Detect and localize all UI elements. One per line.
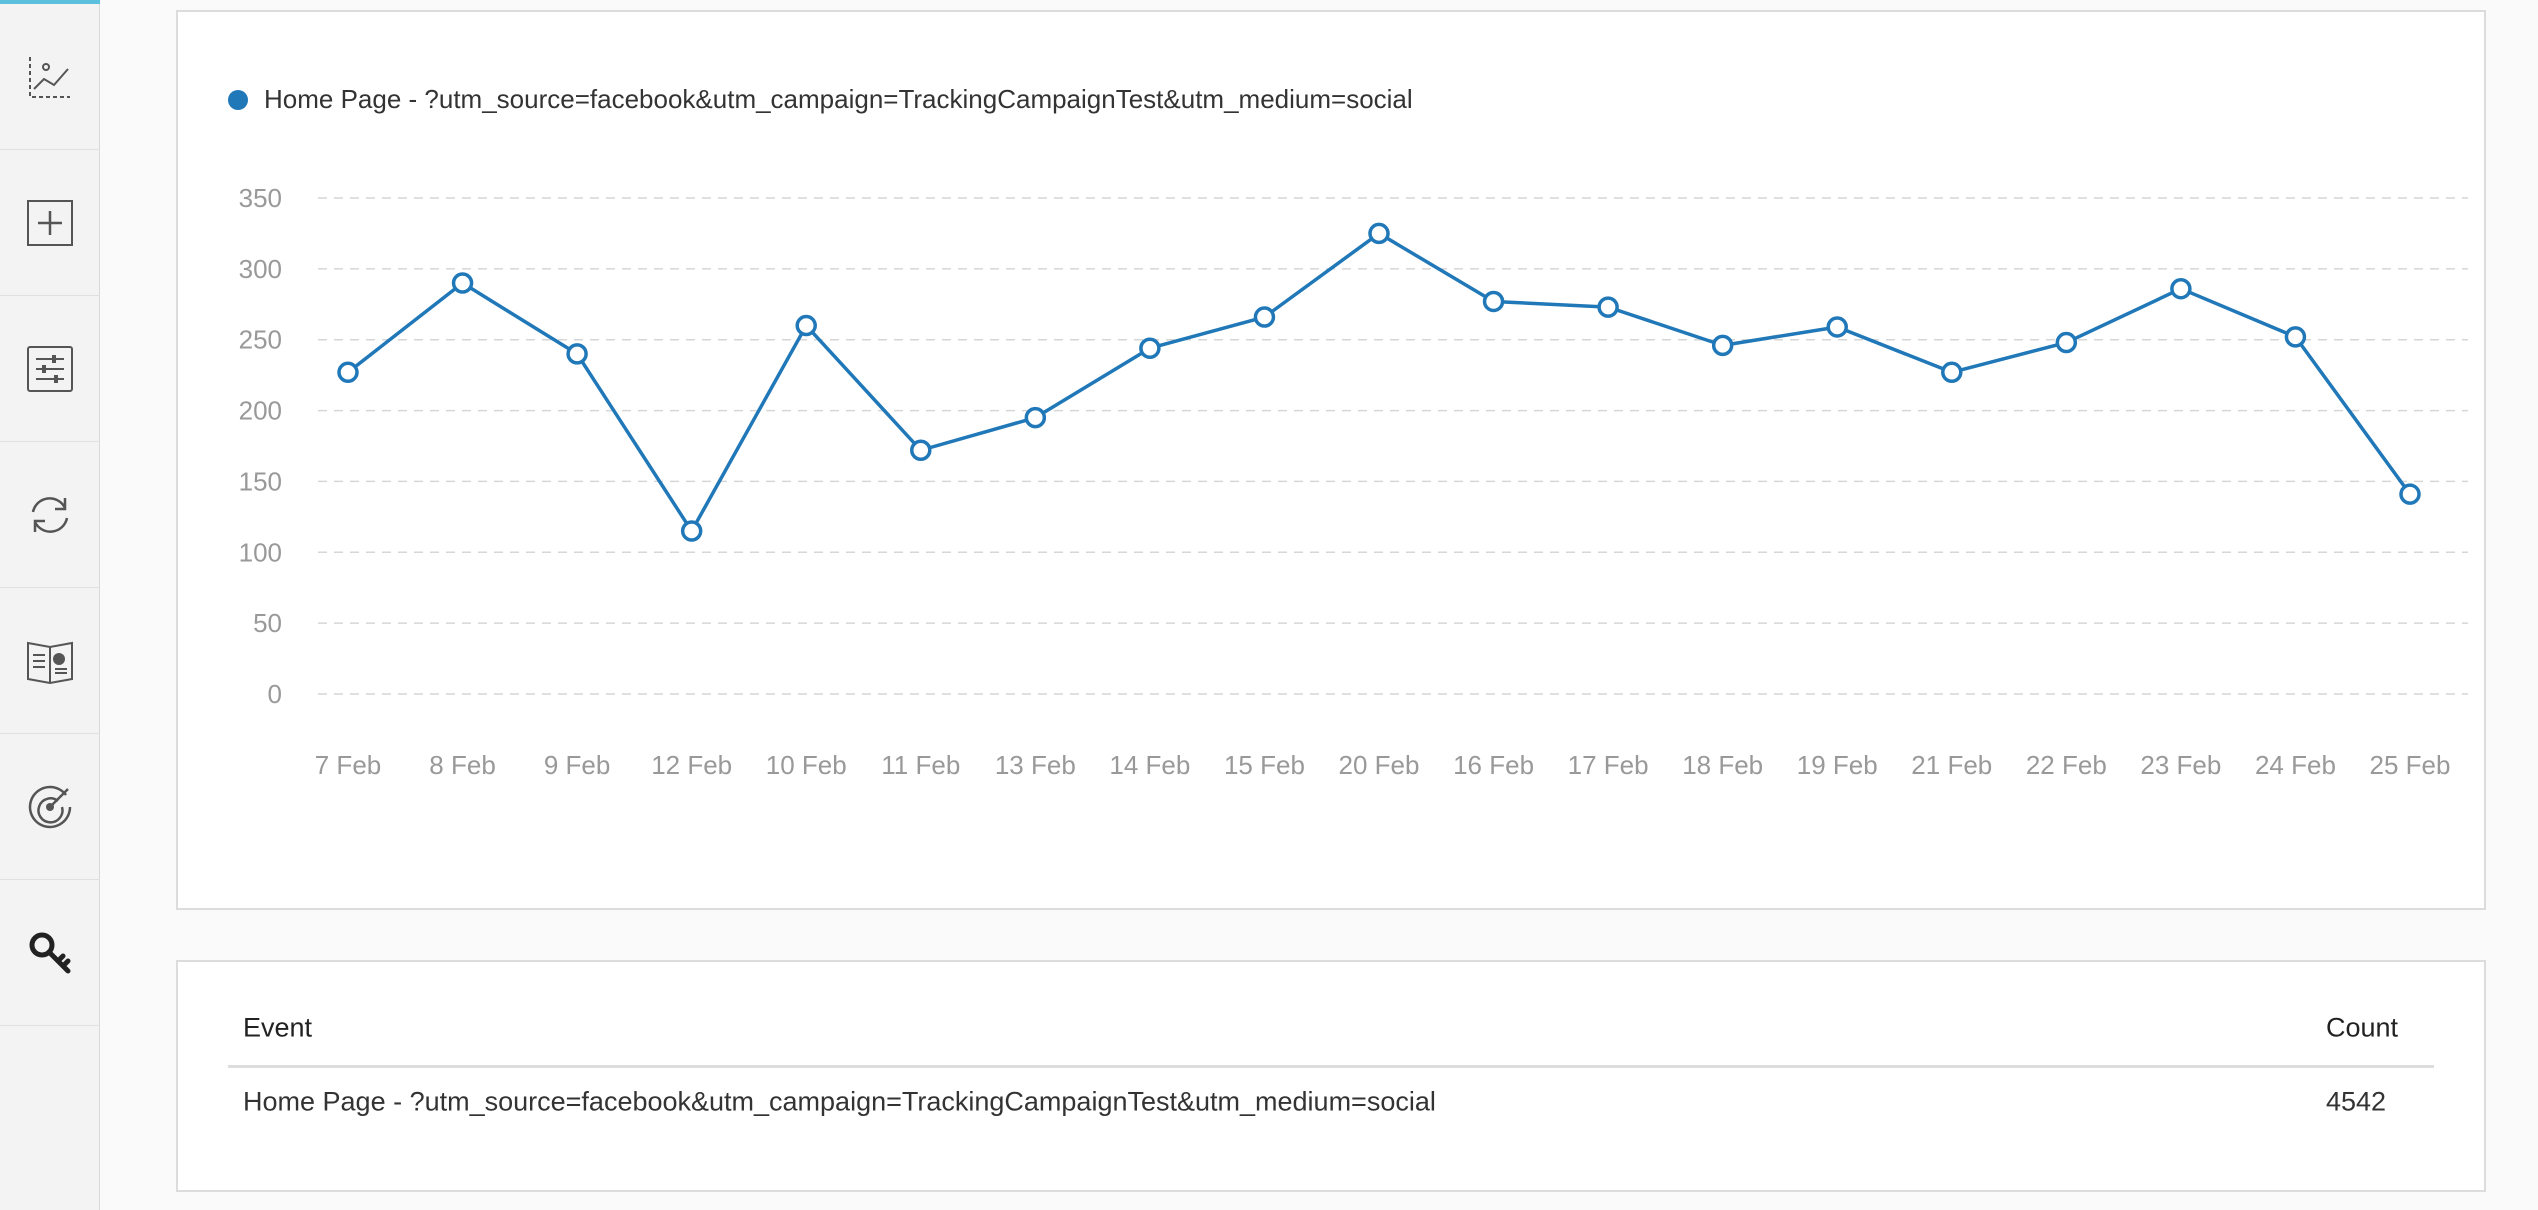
- sidebar-empty-slot: [0, 1026, 100, 1172]
- x-tick-label: 14 Feb: [1109, 750, 1190, 780]
- sliders-icon: [27, 345, 73, 392]
- legend-marker: [228, 89, 248, 110]
- sidebar-item-settings[interactable]: [0, 296, 100, 442]
- y-tick-label: 150: [239, 466, 282, 496]
- table-row[interactable]: Home Page - ?utm_source=facebook&utm_cam…: [228, 1074, 2434, 1140]
- data-point[interactable]: [1139, 337, 1161, 359]
- sidebar: [0, 0, 100, 1210]
- x-tick-label: 10 Feb: [766, 750, 847, 780]
- data-point[interactable]: [1368, 222, 1390, 245]
- chart-legend-item[interactable]: Home Page - ?utm_source=facebook&utm_cam…: [228, 84, 1413, 115]
- key-icon: [29, 932, 71, 973]
- x-tick-label: 23 Feb: [2140, 750, 2221, 780]
- sidebar-active-accent: [0, 0, 100, 4]
- y-tick-label: 250: [239, 325, 282, 355]
- data-point[interactable]: [1253, 306, 1276, 328]
- x-tick-label: 15 Feb: [1224, 750, 1305, 780]
- y-tick-label: 350: [239, 183, 282, 213]
- data-point[interactable]: [451, 272, 474, 294]
- data-point[interactable]: [1826, 316, 1848, 338]
- data-point[interactable]: [566, 343, 588, 365]
- chart-card: Home Page - ?utm_source=facebook&utm_cam…: [176, 10, 2486, 910]
- x-tick-label: 25 Feb: [2370, 750, 2451, 780]
- data-point[interactable]: [337, 361, 359, 384]
- y-tick-label: 300: [239, 254, 282, 284]
- sidebar-item-add[interactable]: [0, 150, 100, 296]
- data-point[interactable]: [1597, 296, 1619, 318]
- x-tick-label: 17 Feb: [1568, 750, 1649, 780]
- legend-label: Home Page - ?utm_source=facebook&utm_cam…: [264, 84, 1413, 114]
- x-tick-label: 8 Feb: [429, 750, 496, 780]
- sidebar-item-goals[interactable]: [0, 734, 100, 880]
- data-point[interactable]: [910, 439, 932, 462]
- x-tick-label: 24 Feb: [2255, 750, 2336, 780]
- sidebar-item-keys[interactable]: [0, 880, 100, 1026]
- data-point[interactable]: [2284, 326, 2307, 348]
- x-tick-label: 20 Feb: [1339, 750, 1420, 780]
- y-tick-label: 200: [239, 396, 282, 426]
- data-point[interactable]: [2399, 483, 2421, 505]
- refresh-icon: [31, 496, 69, 533]
- data-point[interactable]: [680, 520, 703, 542]
- x-tick-label: 12 Feb: [651, 750, 732, 780]
- y-tick-label: 0: [268, 679, 282, 709]
- x-tick-label: 16 Feb: [1453, 750, 1534, 780]
- add-icon: [27, 199, 73, 246]
- x-tick-label: 22 Feb: [2026, 750, 2107, 780]
- column-header-event: Event: [243, 1012, 313, 1043]
- y-tick-label: 100: [239, 537, 282, 567]
- sidebar-item-refresh[interactable]: [0, 442, 100, 588]
- cell-event: Home Page - ?utm_source=facebook&utm_cam…: [243, 1086, 1436, 1117]
- line-chart-icon: [29, 56, 70, 98]
- y-tick-label: 50: [253, 608, 282, 638]
- data-point[interactable]: [1482, 290, 1505, 313]
- column-header-count: Count: [2326, 1012, 2399, 1043]
- sidebar-item-charts[interactable]: [0, 4, 100, 150]
- cell-count: 4542: [2326, 1086, 2387, 1117]
- series-line: [346, 231, 2412, 533]
- data-point[interactable]: [1711, 334, 1734, 357]
- x-tick-label: 9 Feb: [544, 750, 611, 780]
- table-header: Event Count: [228, 1002, 2434, 1068]
- data-point[interactable]: [2055, 331, 2078, 354]
- data-point[interactable]: [2170, 277, 2192, 300]
- x-tick-label: 11 Feb: [881, 750, 960, 780]
- events-table-card: Event Count Home Page - ?utm_source=face…: [176, 960, 2486, 1192]
- line-chart: 0 50 100 150 200 250 300 350 7 Feb 8 Feb 9 Feb 12 F…: [239, 183, 2468, 780]
- data-point[interactable]: [1024, 406, 1047, 429]
- book-icon: [27, 641, 73, 684]
- x-tick-label: 19 Feb: [1797, 750, 1878, 780]
- x-tick-label: 13 Feb: [995, 750, 1076, 780]
- sidebar-item-reports[interactable]: [0, 588, 100, 734]
- x-tick-label: 21 Feb: [1911, 750, 1992, 780]
- x-tick-label: 18 Feb: [1682, 750, 1763, 780]
- data-point[interactable]: [1941, 361, 1963, 384]
- x-tick-label: 7 Feb: [315, 750, 382, 780]
- target-icon: [28, 785, 72, 828]
- data-point[interactable]: [795, 314, 817, 337]
